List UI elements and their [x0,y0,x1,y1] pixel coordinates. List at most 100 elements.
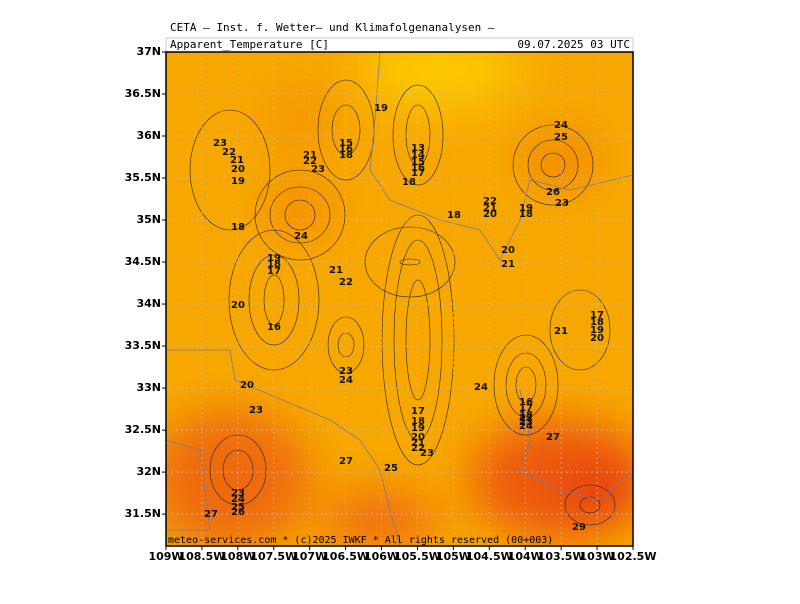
contour-label: 20 [240,380,254,391]
contour-label: 21 [411,438,425,449]
y-tick-label: 34.5N [125,255,161,268]
contour-label: 23 [420,448,434,459]
y-tick-label: 36.5N [125,87,161,100]
contour-label: 15 [411,157,425,168]
y-tick-label: 34N [136,297,161,310]
contour-label: 19 [411,423,425,434]
y-tick-label: 33.5N [125,339,161,352]
contour-label: 21 [483,203,497,214]
contour-label: 14 [411,150,425,161]
contour-label: 16 [267,322,281,333]
y-tick-label: 37N [136,45,161,58]
contour-label: 16 [339,144,353,155]
contour-label: 19 [231,176,245,187]
footer: meteo-services.com * (c)2025 IWKF * All … [168,535,553,546]
x-tick-label: 103.5W [538,550,585,563]
contour-label: 20 [411,432,425,443]
x-tick-label: 103W [580,550,615,563]
contour-label: 27 [339,456,353,467]
x-tick-label: 105W [436,550,471,563]
y-tick-label: 31.5N [125,507,161,520]
contour-label: 20 [483,209,497,220]
valid-time: 09.07.2025 03 UTC [517,38,630,51]
y-tick-label: 36N [136,129,161,142]
contour-label: 23 [519,417,533,428]
contour-label: 18 [402,177,416,188]
x-tick-label: 108W [220,550,255,563]
contour-label: 18 [519,209,533,220]
x-tick-label: 102.5W [610,550,657,563]
x-tick-label: 106W [364,550,399,563]
borders [166,52,633,546]
title: CETA — Inst. f. Wetter— und Klimafolgena… [170,21,495,34]
contours [189,79,616,526]
variable: Apparent_Temperature [C] [170,38,329,51]
contour-label: 22 [411,443,425,454]
contour-label: 19 [519,203,533,214]
map-frame [165,51,634,547]
field [166,52,633,546]
contour-label: 16 [411,163,425,174]
contour-label: 18 [590,317,604,328]
y-tick-label: 32N [136,465,161,478]
contour-label: 23 [555,198,569,209]
contour-label: 26 [231,507,245,518]
x-tick-label: 105.5W [394,550,441,563]
contour-label: 22 [339,277,353,288]
contour-label: 21 [554,326,568,337]
contour-label: 19 [374,103,388,114]
x-tick-label: 108.5W [178,550,225,563]
x-tick-label: 106.5W [322,550,369,563]
contour-label: 27 [546,432,560,443]
contour-label: 18 [231,222,245,233]
contour-label: 22 [483,196,497,207]
contour-label: 16 [519,397,533,408]
contour-label: 24 [339,375,353,386]
contour-label: 24 [519,421,533,432]
contour-label: 18 [339,150,353,161]
contour-label: 20 [231,164,245,175]
contour-label: 26 [546,187,560,198]
contour-label: 23 [213,138,227,149]
contour-label: 21 [501,259,515,270]
contour-label: 19 [590,325,604,336]
contour-label: 18 [267,259,281,270]
x-tick-label: 107W [292,550,327,563]
x-tick-label: 104W [508,550,543,563]
contour-label: 20 [501,245,515,256]
contour-label: 25 [231,502,245,513]
contour-label: 22 [222,147,236,158]
contour-label: 20 [231,300,245,311]
contour-label: 23 [231,488,245,499]
contour-label: 25 [384,463,398,474]
contour-label: 20 [590,333,604,344]
contour-label: 17 [267,266,281,277]
contour-label: 17 [519,403,533,414]
contour-label: 25 [554,132,568,143]
contour-label: 21 [230,155,244,166]
contour-label: 27 [204,509,218,520]
contour-label: 23 [249,405,263,416]
y-tick-label: 35N [136,213,161,226]
contour-label: 22 [303,156,317,167]
x-tick-label: 107.5W [250,550,297,563]
y-tick-label: 35.5N [125,171,161,184]
contour-label: 18 [519,410,533,421]
contour-label: 13 [411,143,425,154]
contour-label: 17 [411,406,425,417]
contour-label: 24 [474,382,488,393]
contour-label: 29 [572,522,586,533]
y-tick-label: 33N [136,381,161,394]
x-tick-label: 104.5W [466,550,513,563]
contour-label: 19 [267,253,281,264]
contour-label: 15 [339,138,353,149]
contour-label: 18 [411,416,425,427]
contour-label: 17 [590,310,604,321]
contour-label: 23 [311,164,325,175]
contour-label: 21 [329,265,343,276]
contour-label: 18 [447,210,461,221]
contour-label: 24 [554,120,568,131]
contour-label: 17 [411,168,425,179]
contour-label: 24 [231,494,245,505]
